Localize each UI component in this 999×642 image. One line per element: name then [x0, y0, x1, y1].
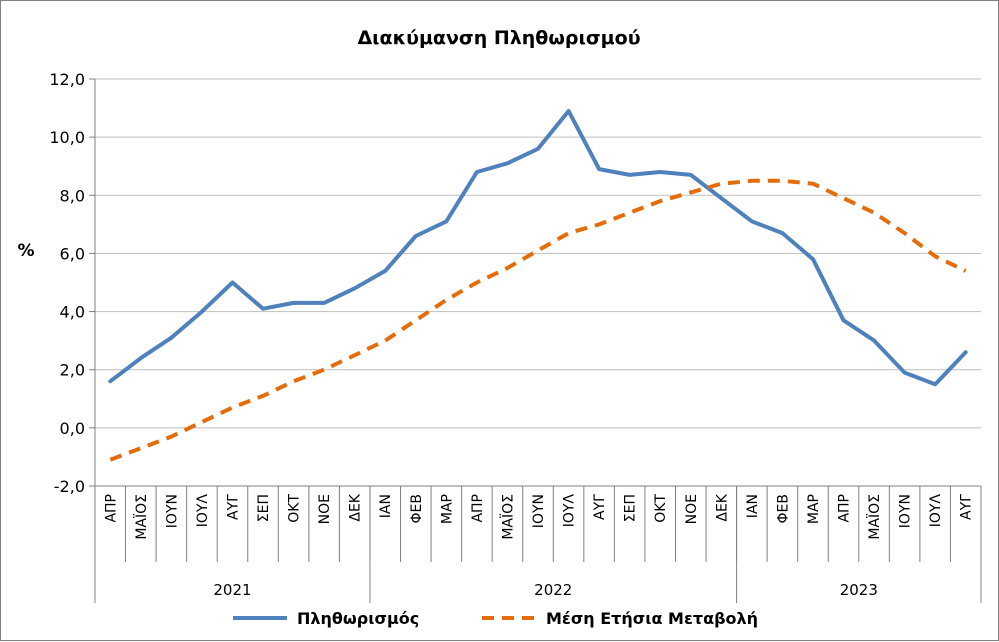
x-category-label: ΜΑΪΟΣ	[865, 494, 883, 540]
x-category-label: ΑΠΡ	[837, 494, 853, 523]
x-category-label: ΙΑΝ	[378, 494, 394, 518]
x-category-label: ΙΑΝ	[745, 494, 761, 518]
y-tick-label: 0,0	[60, 419, 85, 438]
series-line-1	[108, 109, 968, 387]
x-category-label: ΑΠΡ	[470, 494, 486, 523]
x-category-label: ΔΕΚ	[714, 493, 730, 521]
legend: Πληθωρισμός Μέση Ετήσια Μεταβολή	[233, 609, 758, 628]
y-tick-label: 10,0	[49, 128, 85, 147]
x-category-label: ΜΑΪΟΣ	[132, 494, 150, 540]
gridlines	[95, 78, 981, 487]
x-category-label: ΑΠΡ	[103, 494, 119, 523]
y-tick-label: 6,0	[60, 244, 85, 263]
x-category-label: ΦΕΒ	[409, 494, 425, 523]
y-tick-label: 2,0	[60, 361, 85, 380]
x-category-label: ΙΟΥΝ	[164, 494, 180, 528]
y-axis-ticks: -2,0 0,0 2,0 4,0 6,0 8,0 10,0 12,0	[49, 70, 96, 496]
y-axis-label: %	[17, 241, 34, 261]
legend-label: Πληθωρισμός	[297, 609, 419, 628]
x-category-label: ΙΟΥΝ	[898, 494, 914, 528]
x-group-label: 2023	[840, 581, 878, 599]
x-category-label: ΣΕΠ	[256, 494, 272, 522]
x-category-label: ΟΚΤ	[287, 494, 303, 523]
chart-title: Διακύμανση Πληθωρισμού	[357, 27, 640, 49]
series-line-2	[109, 178, 967, 462]
x-category-label: ΜΑΡ	[439, 494, 455, 524]
x-category-label: ΝΟΕ	[317, 494, 333, 524]
x-category-label: ΔΕΚ	[348, 493, 364, 521]
x-category-label: ΣΕΠ	[623, 494, 639, 522]
x-category-label: ΦΕΒ	[775, 494, 791, 523]
x-category-label: ΙΟΥΛ	[928, 494, 944, 528]
y-tick-label: -2,0	[54, 477, 85, 496]
x-group-label: 2022	[534, 581, 572, 599]
x-category-label: ΜΑΪΟΣ	[498, 494, 516, 540]
y-tick-label: 12,0	[49, 70, 85, 89]
x-axis: ΑΠΡ ΜΑΪΟΣ ΙΟΥΝ ΙΟΥΛ ΑΥΓ ΣΕΠ ΟΚΤ ΝΟΕ ΔΕΚ ΙΑΝ ΦΕΒ ΜΑΡ…	[94, 485, 982, 603]
y-tick-label: 4,0	[60, 303, 85, 322]
x-category-label: ΙΟΥΛ	[562, 494, 578, 528]
x-category-label: ΝΟΕ	[684, 494, 700, 524]
x-category-label: ΙΟΥΝ	[531, 494, 547, 528]
y-tick-label: 8,0	[60, 186, 85, 205]
x-category-label: ΟΚΤ	[653, 494, 669, 523]
x-category-label: ΜΑΡ	[806, 494, 822, 524]
x-category-label: ΙΟΥΛ	[195, 494, 211, 528]
x-category-label: ΑΥΓ	[592, 494, 608, 520]
x-group-label: 2021	[213, 581, 251, 599]
legend-label: Μέση Ετήσια Μεταβολή	[546, 609, 758, 628]
x-category-label: ΑΥΓ	[959, 494, 975, 520]
x-category-label: ΑΥΓ	[225, 494, 241, 520]
series-lines	[108, 109, 968, 462]
